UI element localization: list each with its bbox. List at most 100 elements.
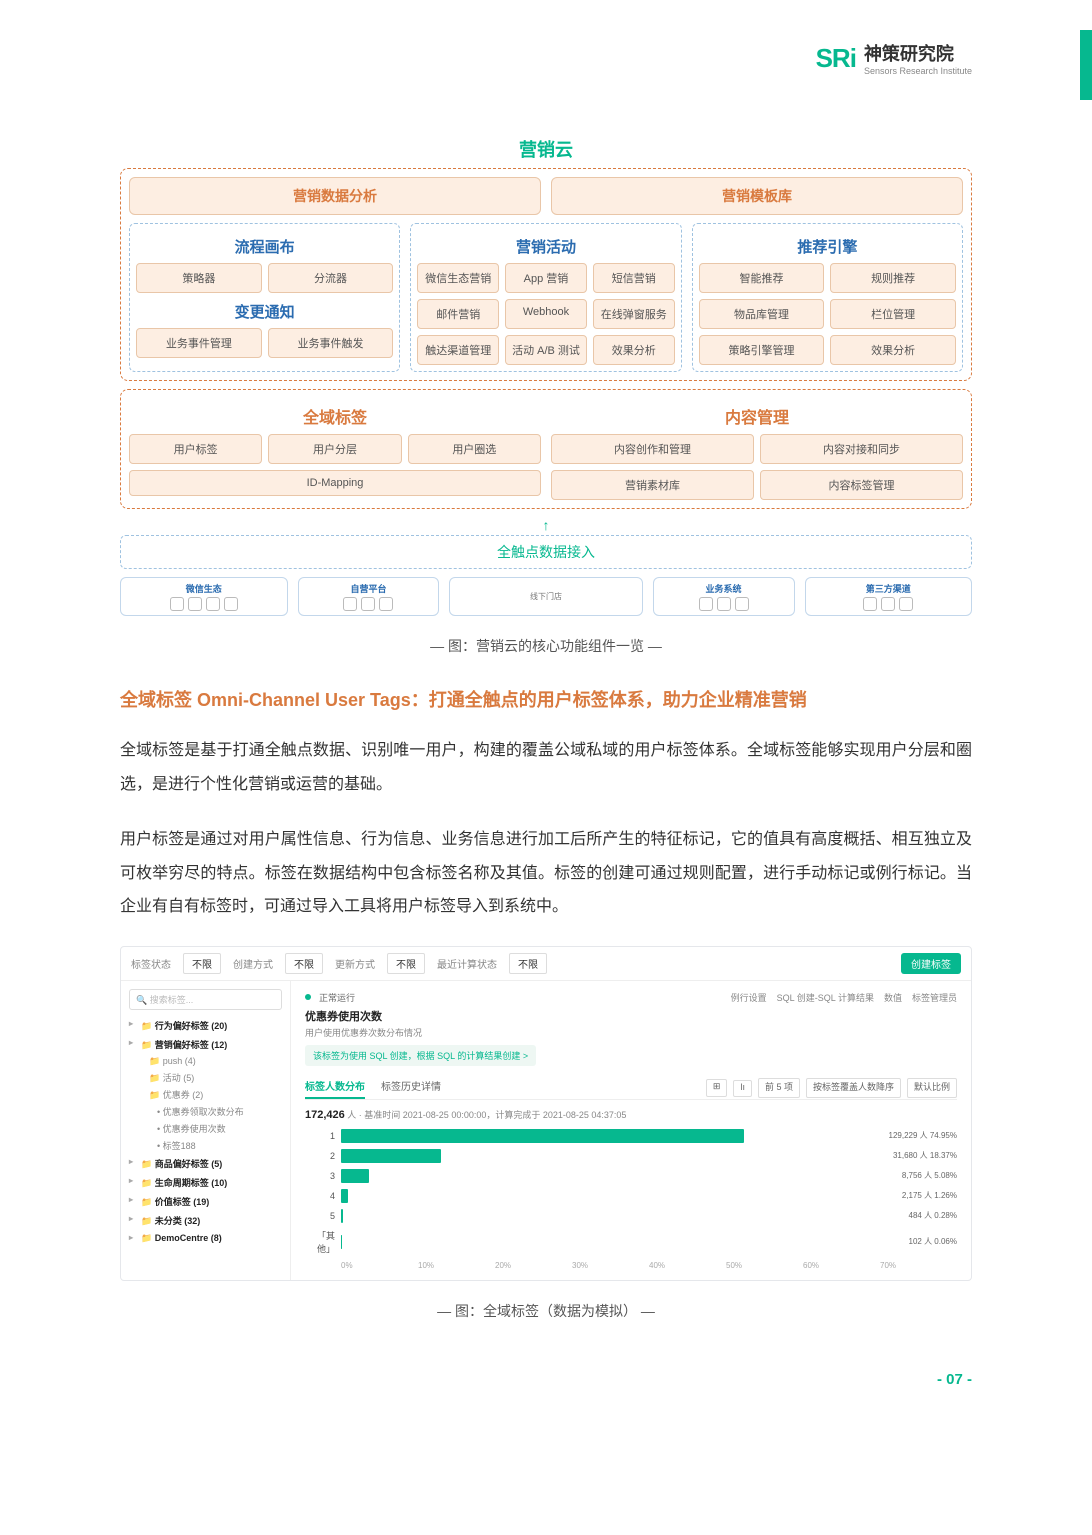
activity-item: 活动 A/B 测试 bbox=[505, 335, 587, 365]
rec-item: 规则推荐 bbox=[830, 263, 956, 293]
activity-item: App 营销 bbox=[505, 263, 587, 293]
tree-item[interactable]: 📁 行为偏好标签 (20) bbox=[129, 1016, 282, 1035]
tag-item: 用户标签 bbox=[129, 434, 262, 464]
rec-item: 栏位管理 bbox=[830, 299, 956, 329]
tree-item[interactable]: 📁 DemoCentre (8) bbox=[129, 1230, 282, 1247]
activity-item: 触达渠道管理 bbox=[417, 335, 499, 365]
rec-item: 策略引擎管理 bbox=[699, 335, 825, 365]
tag-detail-title: 优惠券使用次数 bbox=[305, 1008, 957, 1024]
analytics-header: 营销数据分析 bbox=[129, 177, 541, 215]
src-header: 自营平台 bbox=[305, 582, 433, 595]
status-text: 正常运行 bbox=[319, 991, 355, 1004]
tree-item[interactable]: 📁 push (4) bbox=[129, 1054, 282, 1069]
ctrl-icon[interactable]: lı bbox=[733, 1080, 752, 1097]
link[interactable]: 标签管理员 bbox=[912, 991, 957, 1004]
tree-item[interactable]: 📁 营销偏好标签 (12) bbox=[129, 1035, 282, 1054]
section-heading: 全域标签 Omni-Channel User Tags：打通全触点的用户标签体系… bbox=[120, 686, 972, 712]
tree-item[interactable]: • 优惠券使用次数 bbox=[129, 1120, 282, 1137]
scale-select[interactable]: 默认比例 bbox=[907, 1078, 957, 1098]
logo-cn: 神策研究院 bbox=[864, 40, 972, 66]
flow-item: 分流器 bbox=[268, 263, 394, 293]
id-mapping: ID-Mapping bbox=[129, 470, 541, 496]
access-title: 全触点数据接入 bbox=[120, 535, 972, 569]
content-item: 营销素材库 bbox=[551, 470, 754, 500]
flow-item: 策略器 bbox=[136, 263, 262, 293]
page-number: - 07 - bbox=[120, 1371, 972, 1388]
filter-label: 标签状态 bbox=[131, 956, 171, 971]
tree-item[interactable]: 📁 商品偏好标签 (5) bbox=[129, 1154, 282, 1173]
tree-item[interactable]: 📁 生命周期标签 (10) bbox=[129, 1173, 282, 1192]
recommend-cluster: 推荐引擎 智能推荐 规则推荐 物品库管理 栏位管理 策略引擎管理 效果分析 bbox=[692, 223, 963, 372]
x-axis: 0%10%20%30%40%50%60%70% bbox=[305, 1261, 957, 1270]
activity-item: 效果分析 bbox=[593, 335, 675, 365]
tree-item[interactable]: • 优惠券领取次数分布 bbox=[129, 1103, 282, 1120]
filter-value[interactable]: 不限 bbox=[285, 953, 323, 974]
rec-item: 物品库管理 bbox=[699, 299, 825, 329]
figure-caption-2: — 图：全域标签（数据为模拟） — bbox=[120, 1301, 972, 1321]
rec-item: 效果分析 bbox=[830, 335, 956, 365]
flow-cluster: 流程画布 策略器 分流器 变更通知 业务事件管理 业务事件触发 bbox=[129, 223, 400, 372]
tree-item[interactable]: 📁 活动 (5) bbox=[129, 1069, 282, 1086]
total-count: 172,426 人 · 基准时间 2021-08-25 00:00:00，计算完… bbox=[305, 1108, 957, 1121]
filter-value[interactable]: 不限 bbox=[509, 953, 547, 974]
create-tag-button[interactable]: 创建标签 bbox=[901, 953, 961, 974]
search-input[interactable]: 🔍 搜索标签... bbox=[129, 989, 282, 1010]
sql-note[interactable]: 该标签为使用 SQL 创建，根据 SQL 的计算结果创建 > bbox=[305, 1045, 536, 1066]
tag-tree-sidebar: 🔍 搜索标签... 📁 行为偏好标签 (20)📁 营销偏好标签 (12)📁 pu… bbox=[121, 981, 291, 1280]
logo-mark: SRi bbox=[816, 43, 856, 74]
activity-cluster: 营销活动 微信生态营销 App 营销 短信营销 邮件营销 Webhook 在线弹… bbox=[410, 223, 681, 372]
activity-item: Webhook bbox=[505, 299, 587, 329]
paragraph: 用户标签是通过对用户属性信息、行为信息、业务信息进行加工后所产生的特征标记，它的… bbox=[120, 823, 972, 924]
content-title: 内容管理 bbox=[551, 404, 963, 428]
src-header: 业务系统 bbox=[660, 582, 788, 595]
side-accent bbox=[1080, 30, 1092, 100]
logo-en: Sensors Research Institute bbox=[864, 66, 972, 76]
paragraph: 全域标签是基于打通全触点数据、识别唯一用户，构建的覆盖公域私域的用户标签体系。全… bbox=[120, 734, 972, 801]
src-header: 微信生态 bbox=[127, 582, 281, 595]
top-n-select[interactable]: 前 5 项 bbox=[758, 1078, 800, 1098]
notice-item: 业务事件触发 bbox=[268, 328, 394, 358]
tag-item: 用户分层 bbox=[268, 434, 401, 464]
content-item: 内容创作和管理 bbox=[551, 434, 754, 464]
activity-item: 微信生态营销 bbox=[417, 263, 499, 293]
figure-caption-1: — 图：营销云的核心功能组件一览 — bbox=[120, 636, 972, 656]
diagram-title: 营销云 bbox=[120, 136, 972, 162]
activity-item: 在线弹窗服务 bbox=[593, 299, 675, 329]
rec-item: 智能推荐 bbox=[699, 263, 825, 293]
flow-title: 流程画布 bbox=[136, 236, 393, 257]
tree-item[interactable]: 📁 价值标签 (19) bbox=[129, 1192, 282, 1211]
link[interactable]: SQL 创建-SQL 计算结果 bbox=[777, 991, 874, 1004]
arrow-up-icon: ↑ bbox=[120, 517, 972, 533]
tag-system-screenshot: 标签状态 不限 创建方式 不限 更新方式 不限 最近计算状态 不限 创建标签 🔍… bbox=[120, 946, 972, 1281]
brand-logo: SRi 神策研究院 Sensors Research Institute bbox=[816, 40, 972, 76]
tags-title: 全域标签 bbox=[129, 404, 541, 428]
ctrl-icon[interactable]: ⊞ bbox=[706, 1079, 728, 1097]
template-header: 营销模板库 bbox=[551, 177, 963, 215]
filter-label: 更新方式 bbox=[335, 956, 375, 971]
tab-history[interactable]: 标签历史详情 bbox=[381, 1078, 441, 1099]
link[interactable]: 例行设置 bbox=[731, 991, 767, 1004]
filter-value[interactable]: 不限 bbox=[183, 953, 221, 974]
activity-item: 短信营销 bbox=[593, 263, 675, 293]
recommend-title: 推荐引擎 bbox=[699, 236, 956, 257]
filter-label: 创建方式 bbox=[233, 956, 273, 971]
src-offline: 线下门店 bbox=[530, 591, 562, 602]
marketing-cloud-diagram: 营销云 营销数据分析 营销模板库 流程画布 策略器 分流器 变更通知 业务事件管… bbox=[120, 136, 972, 616]
filter-label: 最近计算状态 bbox=[437, 956, 497, 971]
content-item: 内容标签管理 bbox=[760, 470, 963, 500]
tab-distribution[interactable]: 标签人数分布 bbox=[305, 1078, 365, 1099]
notice-title: 变更通知 bbox=[136, 301, 393, 322]
distribution-chart: 1 129,229 人 74.95%2 31,680 人 18.37%3 8,7… bbox=[305, 1129, 957, 1255]
tag-item: 用户圈选 bbox=[408, 434, 541, 464]
filter-value[interactable]: 不限 bbox=[387, 953, 425, 974]
src-header: 第三方渠道 bbox=[812, 582, 966, 595]
content-item: 内容对接和同步 bbox=[760, 434, 963, 464]
tree-item[interactable]: 📁 未分类 (32) bbox=[129, 1211, 282, 1230]
tree-item[interactable]: 📁 优惠券 (2) bbox=[129, 1086, 282, 1103]
tree-item[interactable]: • 标签188 bbox=[129, 1137, 282, 1154]
link[interactable]: 数值 bbox=[884, 991, 902, 1004]
status-icon bbox=[305, 994, 311, 1000]
notice-item: 业务事件管理 bbox=[136, 328, 262, 358]
tag-detail-desc: 用户使用优惠券次数分布情况 bbox=[305, 1026, 957, 1039]
sort-select[interactable]: 按标签覆盖人数降序 bbox=[806, 1078, 901, 1098]
